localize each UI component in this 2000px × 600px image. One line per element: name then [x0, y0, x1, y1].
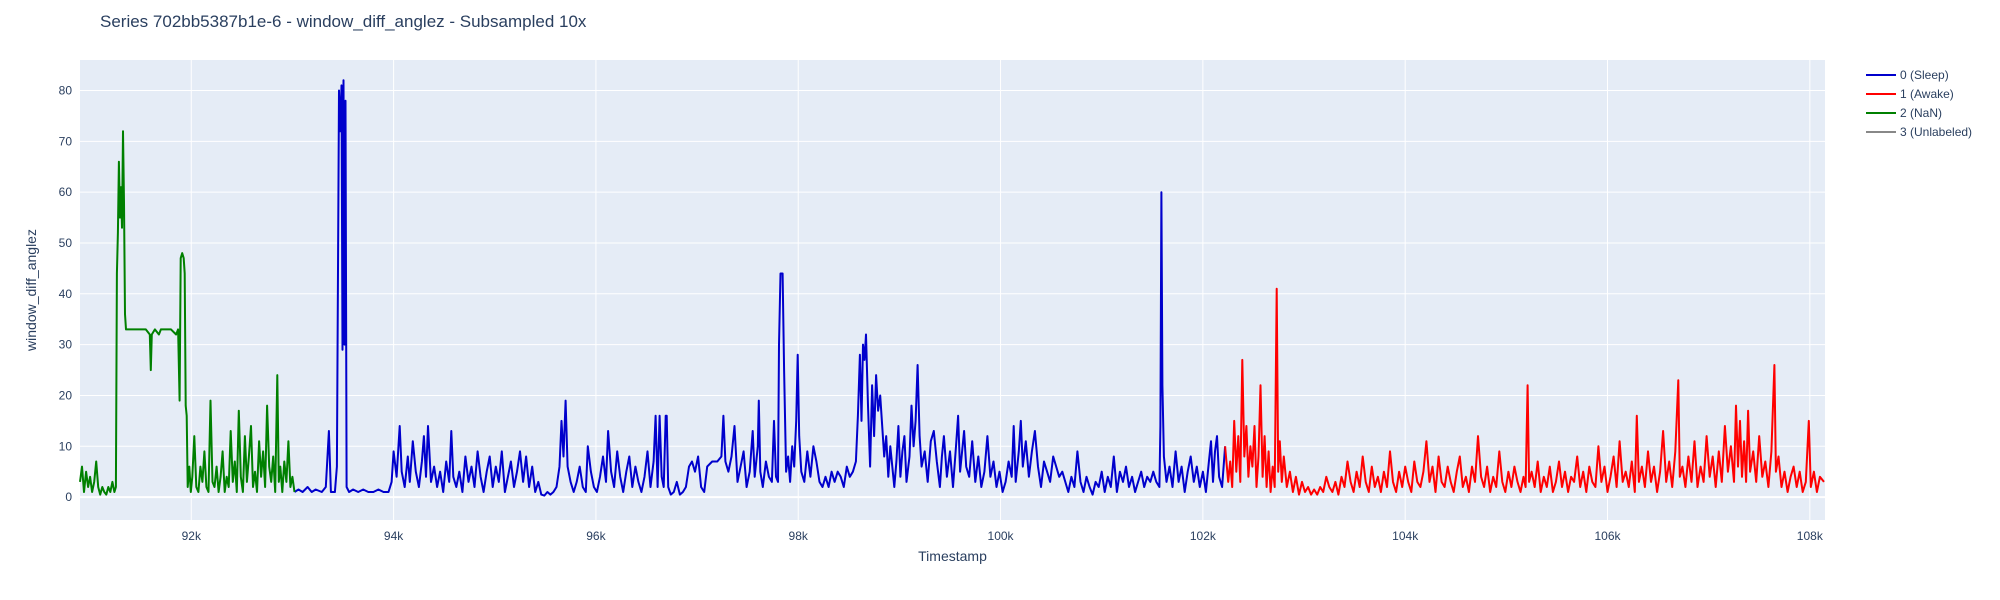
- y-tick-label: 80: [59, 83, 73, 97]
- legend-item-label[interactable]: 1 (Awake): [1900, 87, 1954, 101]
- x-tick-label: 100k: [988, 529, 1015, 543]
- series-line-1: [1224, 287, 1825, 496]
- y-tick-label: 40: [59, 287, 73, 301]
- x-tick-label: 108k: [1797, 529, 1824, 543]
- y-axis-title: window_diff_anglez: [23, 229, 39, 352]
- series-line-0: [293, 79, 1227, 497]
- x-axis-ticks: 92k 94k 96k 98k 100k 102k 104k 106k 108k: [182, 529, 1824, 543]
- legend: 0 (Sleep) 1 (Awake) 2 (NaN) 3 (Unlabeled): [1866, 68, 1972, 139]
- plot-area[interactable]: [80, 60, 1825, 520]
- x-tick-label: 96k: [586, 529, 606, 543]
- chart-title: Series 702bb5387b1e-6 - window_diff_angl…: [100, 12, 587, 31]
- x-tick-label: 94k: [384, 529, 404, 543]
- x-tick-label: 98k: [789, 529, 809, 543]
- x-tick-label: 104k: [1392, 529, 1419, 543]
- x-tick-label: 106k: [1594, 529, 1621, 543]
- x-tick-label: 92k: [182, 529, 202, 543]
- y-tick-label: 70: [59, 134, 73, 148]
- series-line-2: [79, 130, 296, 496]
- x-axis-title: Timestamp: [918, 548, 987, 564]
- y-tick-label: 60: [59, 185, 73, 199]
- y-tick-label: 10: [59, 439, 73, 453]
- y-tick-label: 0: [65, 490, 72, 504]
- y-tick-label: 20: [59, 388, 73, 402]
- x-tick-label: 102k: [1190, 529, 1217, 543]
- y-tick-label: 30: [59, 338, 73, 352]
- legend-item-label[interactable]: 0 (Sleep): [1900, 68, 1949, 82]
- y-tick-label: 50: [59, 236, 73, 250]
- series-lines: [79, 79, 1825, 497]
- legend-item-label[interactable]: 3 (Unlabeled): [1900, 125, 1972, 139]
- legend-item-label[interactable]: 2 (NaN): [1900, 106, 1942, 120]
- y-axis-ticks: 0 10 20 30 40 50 60 70 80: [59, 83, 73, 504]
